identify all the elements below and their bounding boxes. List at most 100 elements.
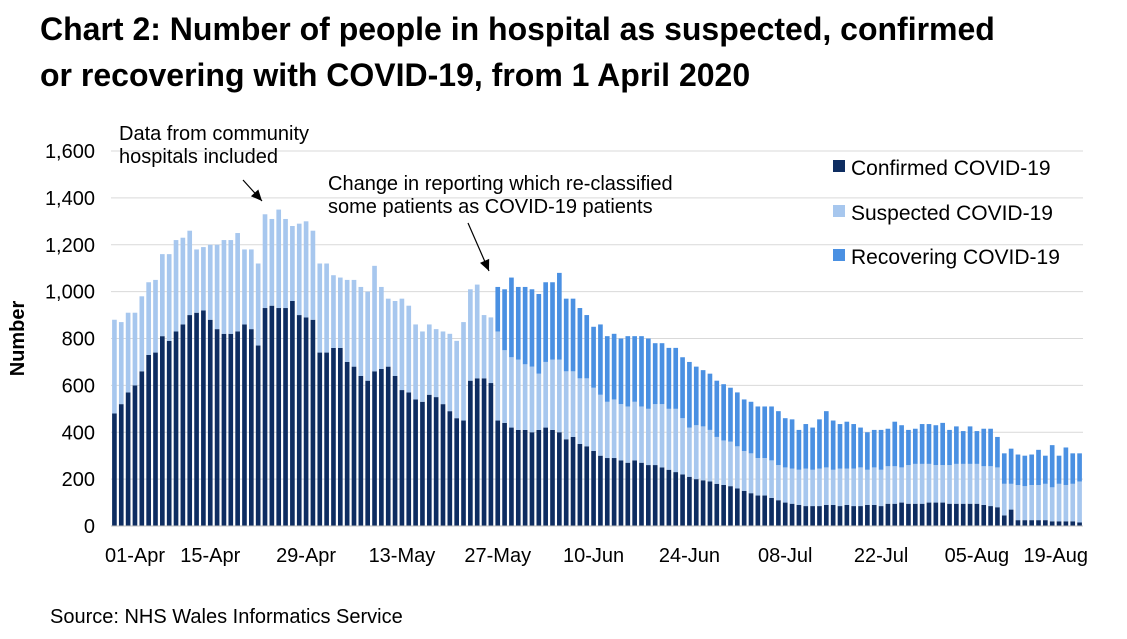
bar-segment-confirmed — [502, 422, 507, 527]
bar-segment-recovering — [577, 308, 583, 379]
bar-segment-suspected — [933, 465, 939, 503]
bar-segment-suspected — [515, 359, 521, 430]
bar-segment-recovering — [796, 429, 802, 470]
bar-segment-suspected — [844, 468, 850, 505]
bar-segment-suspected — [1022, 486, 1028, 521]
bar-segment-confirmed — [735, 488, 740, 526]
bar-segment-confirmed — [837, 506, 843, 526]
bar-segment-confirmed — [755, 495, 761, 526]
bar-segment-recovering — [522, 286, 528, 365]
bar-segment-suspected — [1008, 483, 1014, 510]
bar-segment-recovering — [871, 429, 877, 468]
bar-segment-confirmed — [509, 427, 514, 526]
bar-segment-suspected — [796, 469, 802, 505]
bar-segment-suspected — [899, 467, 904, 503]
bar-segment-confirmed — [235, 331, 240, 526]
bar-segment-suspected — [1001, 483, 1007, 516]
bar-segment-recovering — [1063, 447, 1069, 485]
x-tick-label: 29-Apr — [276, 545, 336, 567]
bar-segment-suspected — [947, 465, 952, 504]
bar-segment-confirmed — [912, 503, 918, 526]
bar-segment-suspected — [235, 233, 240, 332]
bar-segment-recovering — [515, 286, 521, 360]
annotation-text: Change in reporting which re-classified — [328, 173, 673, 195]
bar-segment-suspected — [851, 468, 857, 507]
bar-segment-suspected — [406, 305, 412, 393]
bar-segment-confirmed — [899, 502, 904, 526]
bar-segment-confirmed — [1070, 521, 1076, 526]
bar-segment-suspected — [488, 317, 494, 384]
y-tick-label: 1,600 — [45, 141, 95, 163]
bar-segment-confirmed — [666, 469, 672, 526]
bar-segment-confirmed — [687, 476, 692, 526]
bar-segment-recovering — [1043, 455, 1048, 484]
bar-segment-suspected — [310, 230, 316, 320]
bar-segment-confirmed — [796, 504, 802, 526]
bar-segment-confirmed — [988, 506, 993, 526]
bar-segment-suspected — [351, 279, 357, 367]
bar-segment-suspected — [474, 284, 480, 379]
bar-segment-suspected — [823, 467, 829, 505]
bar-segment-suspected — [1056, 483, 1062, 522]
bar-segment-suspected — [522, 364, 528, 430]
y-tick-label: 1,000 — [45, 282, 95, 304]
bar-segment-confirmed — [413, 399, 418, 526]
bar-segment-suspected — [728, 441, 733, 487]
bar-segment-recovering — [885, 428, 891, 467]
bar-segment-suspected — [433, 329, 439, 398]
bar-segment-suspected — [112, 319, 117, 414]
bar-segment-confirmed — [481, 378, 487, 526]
bar-segment-confirmed — [255, 345, 261, 526]
bar-segment-suspected — [461, 322, 466, 421]
bar-segment-suspected — [214, 244, 220, 330]
bar-segment-suspected — [207, 244, 213, 320]
legend-label: Suspected COVID-19 — [851, 202, 1053, 225]
bar-segment-confirmed — [995, 507, 1000, 526]
bar-segment-recovering — [1077, 453, 1082, 482]
bar-segment-confirmed — [741, 490, 747, 526]
bar-segment-confirmed — [892, 503, 898, 526]
bar-segment-confirmed — [351, 366, 357, 527]
bar-segment-suspected — [166, 254, 172, 341]
bar-segment-confirmed — [392, 376, 398, 526]
bar-segment-recovering — [926, 424, 932, 464]
bar-segment-suspected — [974, 463, 980, 504]
bar-segment-suspected — [173, 240, 179, 332]
bar-segment-suspected — [940, 465, 945, 503]
bar-segment-recovering — [618, 338, 624, 405]
bar-segment-confirmed — [933, 502, 939, 526]
bar-segment-suspected — [810, 469, 815, 507]
bar-segment-recovering — [598, 324, 603, 395]
bar-segment-suspected — [707, 429, 713, 482]
bar-segment-suspected — [303, 221, 309, 318]
bar-segment-confirmed — [317, 352, 323, 526]
bar-segment-recovering — [981, 428, 987, 467]
bar-segment-confirmed — [153, 352, 158, 526]
y-tick-label: 600 — [62, 375, 95, 397]
bar-segment-recovering — [995, 436, 1000, 468]
bar-segment-confirmed — [557, 432, 562, 526]
bar-segment-recovering — [817, 419, 822, 469]
bar-segment-suspected — [385, 298, 391, 367]
bar-segment-recovering — [954, 426, 959, 464]
bar-segment-suspected — [618, 404, 624, 461]
bar-segment-suspected — [885, 466, 891, 504]
bar-segment-suspected — [646, 408, 651, 466]
bar-segment-suspected — [1029, 484, 1034, 521]
bar-segment-recovering — [851, 424, 857, 469]
bar-segment-suspected — [502, 350, 507, 423]
bar-segment-suspected — [242, 249, 247, 325]
bar-segment-suspected — [132, 312, 138, 386]
bar-segment-suspected — [1015, 484, 1021, 521]
bar-segment-recovering — [823, 411, 829, 468]
bar-segment-confirmed — [906, 503, 911, 526]
bar-segment-recovering — [639, 336, 644, 407]
bar-segment-confirmed — [262, 308, 268, 526]
bar-segment-suspected — [392, 301, 398, 376]
bar-segment-confirmed — [1056, 521, 1062, 526]
bar-segment-suspected — [748, 453, 754, 494]
bar-segment-confirmed — [249, 329, 254, 527]
bar-segment-suspected — [317, 263, 323, 353]
bar-segment-confirmed — [1022, 520, 1028, 526]
